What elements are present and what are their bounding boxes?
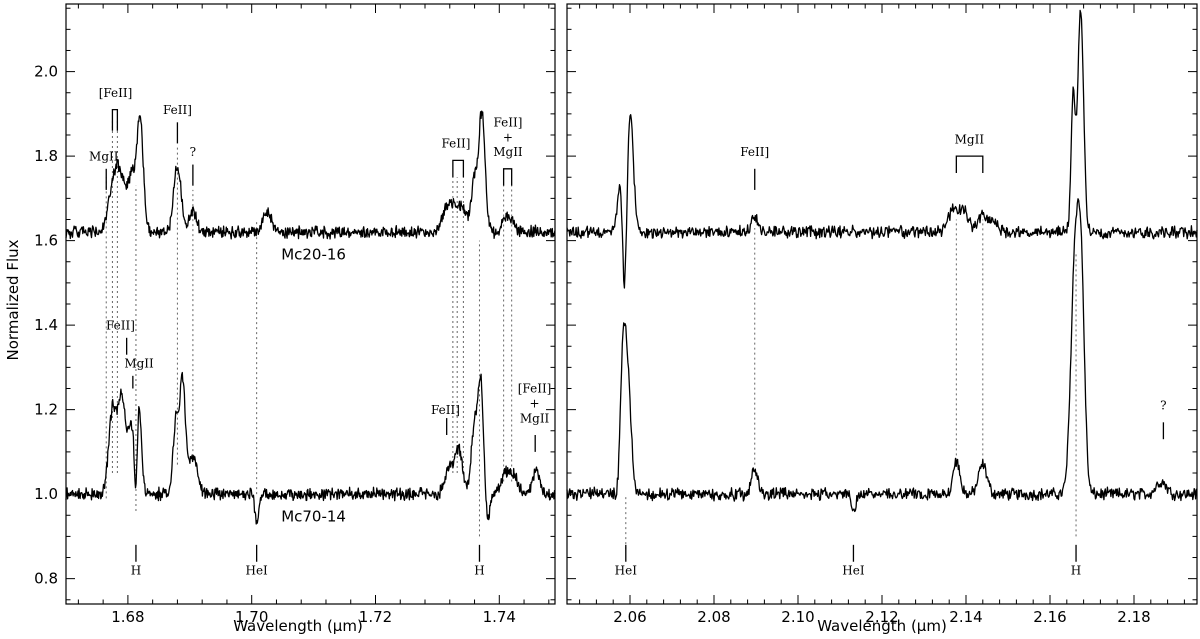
x-tick-label: 2.06 [613, 608, 646, 626]
line-label: MgII [493, 145, 523, 159]
right-panel: 2.06 2.08 2.10 2.12 2.14 2.16 2.18 FeII] MgII? He… [566, 3, 1198, 626]
series-label: Mc70-14 [281, 508, 346, 526]
line-label: + [530, 397, 540, 411]
line-label: FeII] [441, 137, 470, 151]
x-tick-label: 2.10 [781, 608, 814, 626]
spectrum-Mc70-14 [65, 371, 556, 525]
y-tick-label: 1.8 [34, 147, 58, 165]
y-tick-label: 1.6 [34, 232, 58, 250]
line-label: MgII [520, 411, 550, 425]
line-bracket [111, 108, 119, 131]
line-label: FeII] [740, 145, 769, 159]
line-label: FeII] [163, 103, 192, 117]
x-tick-label: 1.70 [235, 608, 268, 626]
x-tick-label: 2.08 [697, 608, 730, 626]
line-label: FeII] [493, 116, 522, 130]
y-tick-label: 2.0 [34, 63, 58, 81]
line-bracket [955, 155, 984, 174]
line-label: H [1071, 563, 1081, 577]
x-tick-label: 2.14 [949, 608, 982, 626]
x-tick-label: 1.68 [111, 608, 144, 626]
spectrum-Mc70-14 [566, 198, 1198, 513]
left-panel: 1.68 1.70 1.72 1.74 0.8 1.0 1.2 1.4 1.6 1.8 2.0 MgI… [34, 3, 556, 626]
series-label: Mc20-16 [281, 246, 346, 264]
line-label: HeI [842, 563, 865, 577]
line-label: H [131, 563, 141, 577]
line-bracket [452, 159, 465, 178]
line-label: HeI [615, 563, 638, 577]
y-axis-label: Normalized Flux [4, 239, 22, 360]
line-label: ? [1160, 399, 1166, 413]
line-label: [FeII] [99, 86, 133, 100]
line-label: HeI [245, 563, 268, 577]
plot-frame [566, 3, 1198, 605]
line-label: MgII [955, 132, 985, 146]
line-label: MgII [89, 149, 119, 163]
x-tick-label: 2.18 [1117, 608, 1150, 626]
line-label: [FeII] [518, 382, 552, 396]
line-label: FeII] [106, 318, 135, 332]
x-tick-label: 2.12 [865, 608, 898, 626]
y-tick-label: 0.8 [34, 570, 58, 588]
x-tick-label: 1.72 [359, 608, 392, 626]
x-axis-label-right: Wavelength (μm) [817, 617, 947, 635]
y-tick-label: 1.4 [34, 316, 58, 334]
x-axis-label-left: Wavelength (μm) [233, 617, 363, 635]
spectrum-Mc20-16 [566, 9, 1198, 289]
line-label: ? [190, 145, 196, 159]
line-bracket [502, 168, 513, 186]
x-tick-label: 2.16 [1033, 608, 1066, 626]
line-label: H [474, 563, 484, 577]
line-label: + [503, 130, 513, 144]
line-label: FeII] [431, 403, 460, 417]
line-label: MgII [124, 356, 154, 370]
y-tick-label: 1.0 [34, 485, 58, 503]
y-tick-label: 1.2 [34, 401, 58, 419]
spectrum-Mc20-16 [65, 110, 556, 240]
x-tick-label: 1.74 [483, 608, 516, 626]
